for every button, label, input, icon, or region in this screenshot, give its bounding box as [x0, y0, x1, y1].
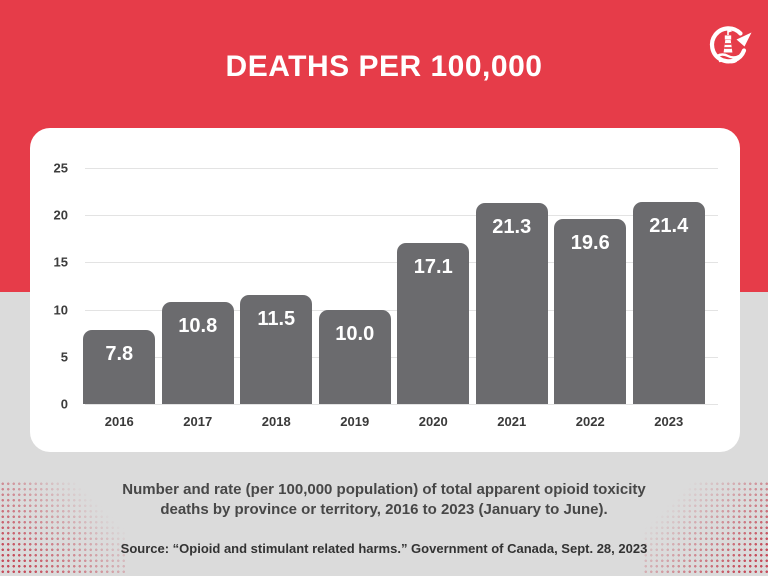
chart-caption: Number and rate (per 100,000 population)… [0, 480, 768, 520]
bar-slot-2016: 7.8 [80, 168, 159, 404]
gridline-20 [85, 215, 718, 217]
bar-2019: 10.0 [318, 309, 391, 404]
bar-value-label-2023: 21.4 [649, 214, 689, 237]
x-tick-label-2020: 2020 [418, 414, 448, 429]
bars: 7.8 10.8 11.5 10.0 17.1 21.3 19.6 21.4 [80, 168, 708, 404]
y-tick-label-15: 15 [53, 254, 68, 270]
bar-2016: 7.8 [83, 330, 156, 404]
bar-value-label-2019: 10.0 [335, 322, 375, 345]
caption-line-1: Number and rate (per 100,000 population)… [122, 481, 646, 498]
bar-value-label-2016: 7.8 [105, 343, 134, 366]
bar-2020: 17.1 [397, 242, 470, 404]
x-tick-label-2019: 2019 [340, 414, 370, 429]
lighthouse-logo-icon [704, 22, 752, 70]
bar-2021: 21.3 [475, 202, 548, 404]
bar-value-label-2020: 17.1 [413, 255, 453, 278]
bar-2023: 21.4 [632, 201, 705, 404]
bar-2017: 10.8 [161, 302, 234, 404]
page-title: DEATHS PER 100,000 [225, 50, 543, 83]
x-tick-label-2021: 2021 [497, 414, 527, 429]
bar-slot-2022: 19.6 [551, 168, 630, 404]
bar-value-label-2017: 10.8 [178, 315, 218, 338]
y-axis-labels: 0 5 10 15 20 25 [30, 161, 72, 412]
bar-slot-2021: 21.3 [473, 168, 552, 404]
x-tick-label-2017: 2017 [183, 414, 213, 429]
bar-slot-2019: 10.0 [316, 168, 395, 404]
bar-2018: 11.5 [240, 295, 313, 404]
bar-value-label-2021: 21.3 [492, 215, 532, 238]
x-axis-labels: 2016 2017 2018 2019 2020 2021 2022 2023 [80, 414, 708, 429]
x-tick-label-2018: 2018 [261, 414, 291, 429]
y-tick-label-20: 20 [53, 207, 68, 223]
halftone-dots-left-icon [0, 481, 125, 576]
y-tick-label-5: 5 [60, 349, 68, 365]
y-tick-label-25: 25 [53, 160, 68, 176]
y-tick-label-0: 0 [60, 396, 68, 412]
bar-slot-2018: 11.5 [237, 168, 316, 404]
x-tick-label-2023: 2023 [654, 414, 684, 429]
y-tick-label-10: 10 [53, 302, 68, 318]
bar-slot-2017: 10.8 [159, 168, 238, 404]
x-tick-label-2022: 2022 [575, 414, 605, 429]
x-tick-label-2016: 2016 [104, 414, 134, 429]
gridline-0 [85, 404, 718, 405]
bar-slot-2020: 17.1 [394, 168, 473, 404]
halftone-dots-right-icon [643, 481, 768, 576]
source-attribution: Source: “Opioid and stimulant related ha… [120, 541, 648, 556]
bar-2022: 19.6 [554, 218, 627, 404]
gridline-25 [85, 168, 718, 169]
bar-slot-2023: 21.4 [630, 168, 709, 404]
bar-chart: 7.8 10.8 11.5 10.0 17.1 21.3 19.6 21.4 [83, 168, 718, 405]
bar-value-label-2022: 19.6 [570, 231, 610, 254]
caption-line-2: deaths by province or territory, 2016 to… [160, 501, 608, 518]
chart-card: 0 5 10 15 20 25 7.8 10.8 11.5 10.0 17.1 21.3 19.6 21… [30, 128, 740, 452]
bar-value-label-2018: 11.5 [257, 308, 296, 331]
